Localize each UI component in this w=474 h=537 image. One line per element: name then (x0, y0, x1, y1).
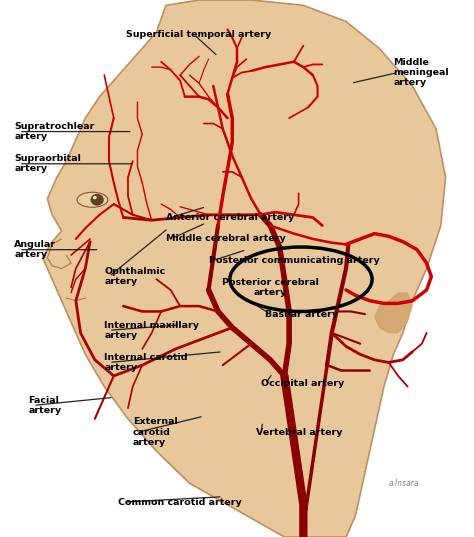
Text: Supraorbital
artery: Supraorbital artery (14, 154, 81, 173)
Text: Posterior communicating artery: Posterior communicating artery (209, 256, 379, 265)
Ellipse shape (93, 196, 97, 199)
Text: Superficial temporal artery: Superficial temporal artery (127, 31, 272, 39)
Text: Facial
artery: Facial artery (28, 396, 62, 415)
Polygon shape (43, 0, 446, 537)
Text: External
carotid
artery: External carotid artery (133, 417, 177, 447)
Text: Angular
artery: Angular artery (14, 240, 56, 259)
Polygon shape (374, 293, 412, 333)
Ellipse shape (77, 192, 108, 207)
Text: Anterior cerebral artery: Anterior cerebral artery (166, 213, 294, 222)
Text: Internal carotid
artery: Internal carotid artery (104, 353, 188, 372)
Ellipse shape (91, 194, 104, 206)
Text: Middle
meningeal
artery: Middle meningeal artery (393, 57, 449, 88)
Text: Supratrochlear
artery: Supratrochlear artery (14, 122, 95, 141)
Text: Ophthalmic
artery: Ophthalmic artery (104, 267, 165, 286)
Text: Occipital artery: Occipital artery (261, 380, 344, 388)
Text: a.Insara: a.Insara (389, 479, 419, 488)
Text: Vertebral artery: Vertebral artery (256, 428, 342, 437)
Text: Basilar artery: Basilar artery (265, 310, 338, 318)
Text: Internal maxillary
artery: Internal maxillary artery (104, 321, 199, 340)
Text: Common carotid artery: Common carotid artery (118, 498, 242, 506)
Text: Middle cerebral artery: Middle cerebral artery (166, 235, 286, 243)
Text: Posterior cerebral
artery: Posterior cerebral artery (222, 278, 319, 297)
